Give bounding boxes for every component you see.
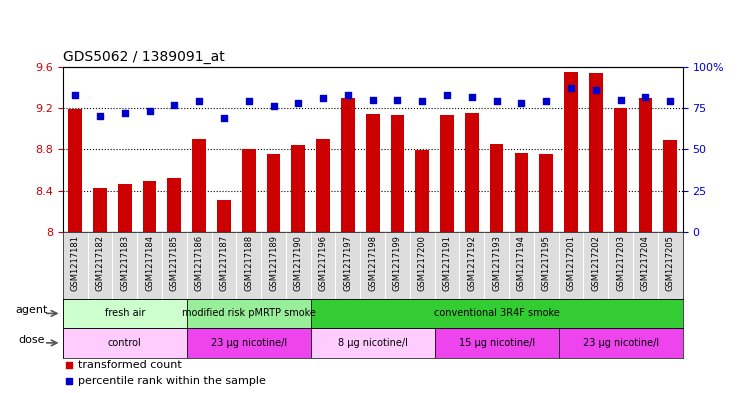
Point (292, 100, 304, 106)
Text: GSM1217181: GSM1217181 (71, 235, 80, 291)
Point (342, 92, 354, 98)
Text: GSM1217193: GSM1217193 (492, 235, 501, 291)
Point (416, 98, 428, 105)
Bar (168, 178, 181, 232)
Bar (69, 109, 82, 232)
Bar (435, 328, 559, 358)
Point (392, 97, 404, 103)
Text: GDS5062 / 1389091_at: GDS5062 / 1389091_at (63, 50, 224, 64)
Bar (614, 108, 627, 232)
Point (69, 92, 81, 98)
Text: GSM1217197: GSM1217197 (343, 235, 352, 291)
Bar (193, 139, 206, 232)
Text: GSM1217190: GSM1217190 (294, 235, 303, 291)
Text: 15 μg nicotine/l: 15 μg nicotine/l (458, 338, 535, 348)
Text: GSM1217189: GSM1217189 (269, 235, 278, 291)
Text: GSM1217188: GSM1217188 (244, 235, 253, 291)
Text: GSM1217199: GSM1217199 (393, 235, 402, 291)
Bar (341, 98, 355, 232)
Text: conventional 3R4F smoke: conventional 3R4F smoke (434, 309, 559, 318)
Point (664, 98, 676, 105)
Bar (63, 299, 187, 328)
Bar (390, 115, 404, 232)
Point (144, 108, 156, 114)
Text: percentile rank within the sample: percentile rank within the sample (78, 376, 266, 386)
Bar (441, 115, 454, 232)
Bar (589, 73, 603, 232)
Bar (539, 154, 553, 232)
Point (317, 95, 329, 101)
Text: 23 μg nicotine/l: 23 μg nicotine/l (582, 338, 659, 348)
Text: GSM1217187: GSM1217187 (219, 235, 228, 291)
Bar (187, 328, 311, 358)
Point (540, 98, 552, 105)
Point (516, 100, 528, 106)
Text: 23 μg nicotine/l: 23 μg nicotine/l (210, 338, 287, 348)
Text: control: control (108, 338, 142, 348)
Text: GSM1217204: GSM1217204 (641, 235, 650, 291)
Point (168, 102, 180, 108)
Text: GSM1217184: GSM1217184 (145, 235, 154, 291)
Bar (118, 184, 131, 232)
Text: transformed count: transformed count (78, 360, 182, 371)
Bar (266, 154, 280, 232)
Point (640, 94, 652, 100)
Text: GSM1217198: GSM1217198 (368, 235, 377, 291)
Point (615, 97, 627, 103)
Text: GSM1217183: GSM1217183 (120, 235, 129, 291)
Bar (565, 72, 578, 232)
Bar (311, 299, 683, 328)
Bar (63, 328, 187, 358)
Point (193, 98, 205, 105)
Text: modified risk pMRTP smoke: modified risk pMRTP smoke (182, 309, 316, 318)
Text: dose: dose (18, 335, 44, 345)
Point (218, 115, 230, 121)
Text: fresh air: fresh air (105, 309, 145, 318)
Bar (490, 144, 503, 232)
Bar (311, 328, 435, 358)
Bar (366, 114, 379, 232)
Bar (217, 200, 231, 232)
Bar (93, 187, 107, 232)
Bar (415, 151, 429, 232)
Point (491, 98, 503, 105)
Text: GSM1217192: GSM1217192 (467, 235, 476, 291)
Text: GSM1217191: GSM1217191 (443, 235, 452, 291)
Bar (142, 181, 156, 232)
Text: GSM1217202: GSM1217202 (591, 235, 600, 291)
Point (119, 110, 131, 116)
Point (441, 92, 453, 98)
Text: agent: agent (15, 305, 47, 316)
Bar (292, 145, 305, 232)
Bar (317, 139, 330, 232)
Text: 8 μg nicotine/l: 8 μg nicotine/l (338, 338, 407, 348)
Text: GSM1217195: GSM1217195 (542, 235, 551, 291)
Text: GSM1217194: GSM1217194 (517, 235, 526, 291)
Bar (638, 98, 652, 232)
Text: GSM1217201: GSM1217201 (567, 235, 576, 291)
Point (367, 97, 379, 103)
Bar (663, 140, 677, 232)
Point (63, 362, 75, 369)
Bar (514, 153, 528, 232)
Bar (465, 113, 479, 232)
Text: GSM1217185: GSM1217185 (170, 235, 179, 291)
Text: GSM1217205: GSM1217205 (666, 235, 675, 291)
Bar (242, 149, 255, 232)
Text: GSM1217200: GSM1217200 (418, 235, 427, 291)
Point (268, 103, 280, 110)
Text: GSM1217182: GSM1217182 (95, 235, 104, 291)
Point (63, 378, 75, 384)
Point (94, 113, 106, 119)
Text: GSM1217203: GSM1217203 (616, 235, 625, 291)
Bar (559, 328, 683, 358)
Point (243, 98, 255, 105)
Bar (187, 299, 311, 328)
Text: GSM1217186: GSM1217186 (195, 235, 204, 291)
Point (565, 85, 577, 92)
Text: GSM1217196: GSM1217196 (319, 235, 328, 291)
Point (590, 87, 601, 93)
Point (466, 94, 477, 100)
